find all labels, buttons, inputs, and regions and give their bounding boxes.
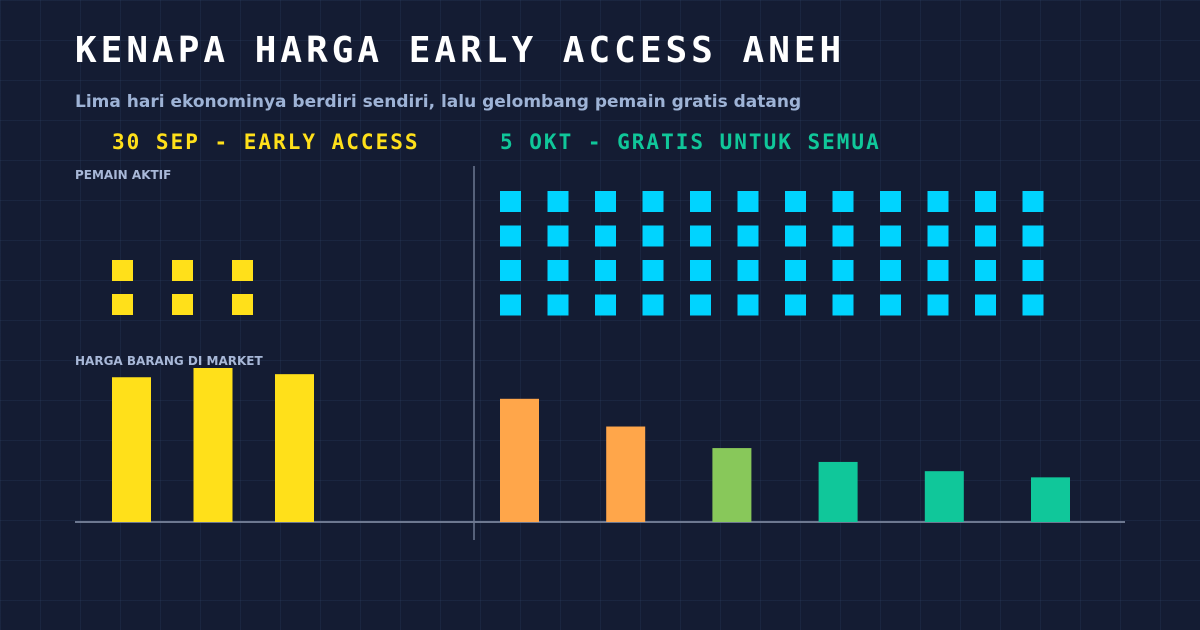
player-square-free (595, 294, 616, 316)
player-square-free (642, 260, 664, 281)
player-square-free (880, 225, 901, 247)
phase-divider (473, 166, 475, 540)
player-square-free (500, 225, 521, 247)
player-square-early (112, 260, 133, 281)
player-square-free (785, 191, 806, 212)
player-square-free (785, 260, 806, 281)
player-square-free (1022, 225, 1044, 247)
price-bar-free (606, 426, 646, 522)
player-square-free (1022, 294, 1044, 316)
player-square-free (547, 294, 569, 316)
player-square-free (737, 225, 759, 247)
price-bar-early (193, 368, 233, 522)
player-square-free (927, 260, 949, 281)
player-square-free (690, 225, 711, 247)
player-square-free (785, 225, 806, 247)
player-square-free (927, 225, 949, 247)
player-square-free (737, 294, 759, 316)
player-square-free (1022, 191, 1044, 212)
player-square-free (547, 191, 569, 212)
player-square-free (737, 260, 759, 281)
player-square-free (595, 260, 616, 281)
player-square-free (595, 225, 616, 247)
player-square-early (232, 294, 253, 315)
player-square-free (595, 191, 616, 212)
player-square-free (690, 191, 711, 212)
player-square-free (690, 260, 711, 281)
player-square-early (112, 294, 133, 315)
player-square-free (500, 294, 521, 316)
player-square-free (737, 191, 759, 212)
price-baseline (75, 521, 1125, 523)
player-square-free (975, 260, 996, 281)
player-square-free (927, 294, 949, 316)
player-square-free (547, 225, 569, 247)
player-square-free (832, 294, 854, 316)
price-bar-free (712, 448, 752, 522)
chart-title: KENAPA HARGA EARLY ACCESS ANEH (75, 30, 846, 71)
player-square-free (832, 191, 854, 212)
player-square-early (172, 260, 193, 281)
player-square-free (832, 260, 854, 281)
player-square-free (880, 191, 901, 212)
player-square-free (642, 191, 664, 212)
player-square-free (500, 260, 521, 281)
player-square-free (500, 191, 521, 212)
price-section-label: HARGA BARANG DI MARKET (75, 354, 263, 368)
phase-label-early-access: 30 SEP - EARLY ACCESS (112, 130, 420, 154)
player-square-free (927, 191, 949, 212)
player-square-free (642, 225, 664, 247)
player-square-free (975, 294, 996, 316)
player-square-free (880, 260, 901, 281)
price-bar-early (275, 374, 314, 522)
chart-subtitle: Lima hari ekonominya berdiri sendiri, la… (75, 92, 802, 112)
player-square-early (172, 294, 193, 315)
player-square-free (880, 294, 901, 316)
price-bar-free (818, 461, 858, 522)
phase-label-free: 5 OKT - GRATIS UNTUK SEMUA (500, 130, 881, 154)
player-square-free (975, 225, 996, 247)
player-square-free (690, 294, 711, 316)
player-square-free (785, 294, 806, 316)
player-square-free (832, 225, 854, 247)
player-square-free (547, 260, 569, 281)
player-square-free (642, 294, 664, 316)
player-square-free (1022, 260, 1044, 281)
players-section-label: PEMAIN AKTIF (75, 168, 172, 182)
player-square-early (232, 260, 253, 281)
price-bar-free (1031, 477, 1070, 522)
price-bar-free (500, 398, 539, 522)
player-square-free (975, 191, 996, 212)
price-bar-early (112, 377, 151, 522)
price-bar-free (924, 471, 964, 522)
